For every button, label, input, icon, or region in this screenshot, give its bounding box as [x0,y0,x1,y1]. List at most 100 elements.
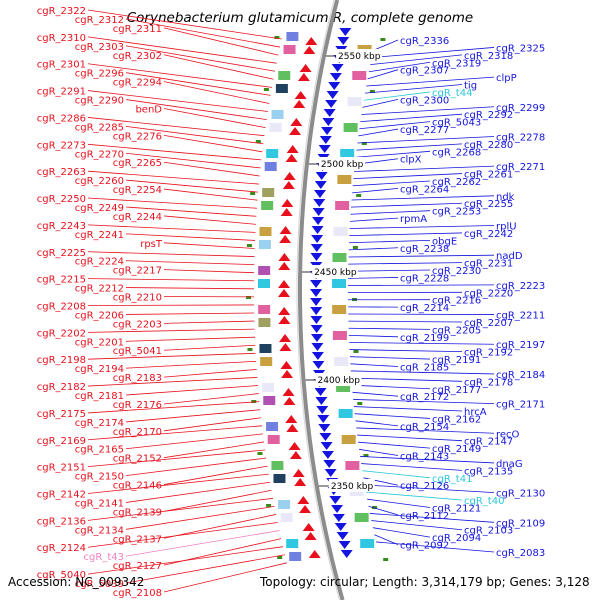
gene-label-right: cgR_2130 [496,489,545,500]
label-leader [87,90,268,112]
forward-gene-arrow [290,118,303,126]
feature-block [332,305,347,314]
gene-label-right: clpX [400,155,422,166]
label-leader [349,225,495,229]
reverse-gene-arrow [322,118,335,126]
gene-label-left: cgR_2183 [113,373,162,384]
label-leader [125,409,261,423]
gene-label-right: cgR_2191 [432,355,481,366]
label-leader [350,210,431,215]
gene-label-right: cgR_2109 [496,518,545,529]
forward-gene-arrow [278,253,291,261]
feature-block [338,409,353,418]
gene-label-left: cgR_2165 [75,445,124,456]
gene-label-left: cgR_2294 [113,78,162,89]
gene-label-left: cgR_2311 [113,24,162,35]
label-leader [370,54,463,66]
label-leader [367,69,399,80]
gene-label-right: cgR_2336 [400,36,449,47]
label-leader [125,287,255,290]
gene-label-left: cgR_2137 [113,534,162,545]
gene-label-right: cgR_t44 [432,88,472,99]
gene-label-right: cgR_2205 [432,325,481,336]
label-leader [163,465,268,485]
label-leader [367,498,431,508]
gc-marker [266,504,272,507]
gene-label-left: cgR_2265 [113,158,162,169]
reverse-gene-arrow [329,73,342,81]
label-leader [355,150,431,158]
gene-label-left: cgR_2215 [37,275,86,286]
label-leader [349,349,463,353]
forward-gene-arrow [280,361,293,369]
gene-label-left: cgR_2201 [75,337,124,348]
gene-label-right: cgR_2162 [432,414,481,425]
reverse-gene-arrow [311,334,324,342]
gene-label-left: cgR_2170 [113,427,162,438]
label-leader [87,352,256,360]
reverse-gene-arrow [329,496,342,504]
feature-block [266,149,279,158]
reverse-gene-arrow [337,37,350,45]
label-leader [87,377,258,387]
label-leader [351,195,495,201]
gene-label-left: cgR_2210 [113,293,162,304]
gene-label-right: cgR_2300 [400,95,449,106]
kbp-tick-bg [336,49,383,62]
gc-marker [255,140,261,143]
label-leader [364,484,495,494]
feature-block [360,539,375,548]
gene-label-left: cgR_2203 [113,319,162,330]
gene-label-left: cgR_2198 [37,355,86,366]
reverse-gene-arrow [338,541,351,549]
kbp-tick-bg [315,373,362,386]
label-leader [125,457,267,476]
gene-label-right: cgR_2268 [432,147,481,158]
gene-label-right: cgR_2083 [496,548,545,559]
label-leader [354,165,495,172]
gene-label-right: cgR_2149 [432,444,481,455]
forward-gene-arrow [285,415,298,423]
label-leader [87,497,274,521]
reverse-gene-arrow [310,307,323,315]
reverse-gene-arrow [332,514,345,522]
label-leader [163,215,256,225]
gene-label-right: cgR_2192 [464,348,513,359]
label-leader [125,126,264,145]
gene-label-right: cgR_t40 [464,496,504,507]
reverse-gene-arrow [319,136,332,144]
gene-label-left: cgR_2250 [37,194,86,205]
reverse-gene-arrow [317,415,330,423]
gene-label-right: cgR_2228 [400,273,449,284]
label-leader [348,327,431,330]
gene-label-right: cgR_2094 [432,533,481,544]
label-leader [350,202,463,208]
reverse-gene-arrow [326,91,339,99]
gene-label-right: cgR_2103 [464,526,513,537]
label-leader [372,527,431,538]
gc-marker [250,192,256,195]
forward-gene-arrow [283,172,296,180]
label-leader [348,262,463,265]
label-leader [87,304,255,306]
summary-text: Topology: circular; Length: 3,314,179 bp… [259,575,590,589]
gene-label-right: cgR_2126 [400,481,449,492]
label-leader [375,541,495,553]
forward-gene-arrow [302,523,315,531]
label-leader [125,72,271,96]
gene-label-left: cgR_2182 [37,382,86,393]
gene-label-left: cgR_2139 [113,507,162,518]
gene-label-right: cgR_2184 [496,370,545,381]
title-text: Corynebacterium glutamicum R, complete g… [127,10,473,26]
feature-block [286,32,299,41]
gene-label-left: cgR_2322 [37,6,86,17]
forward-gene-arrow [297,73,310,81]
forward-gene-arrow [278,289,291,297]
label-leader [125,336,255,342]
label-leader [163,108,266,129]
reverse-gene-arrow [340,550,353,558]
gene-label-right: cgR_2178 [464,377,513,388]
label-leader [125,312,255,315]
gene-label-left: cgR_5040 [37,570,86,581]
gc-marker [369,90,375,93]
